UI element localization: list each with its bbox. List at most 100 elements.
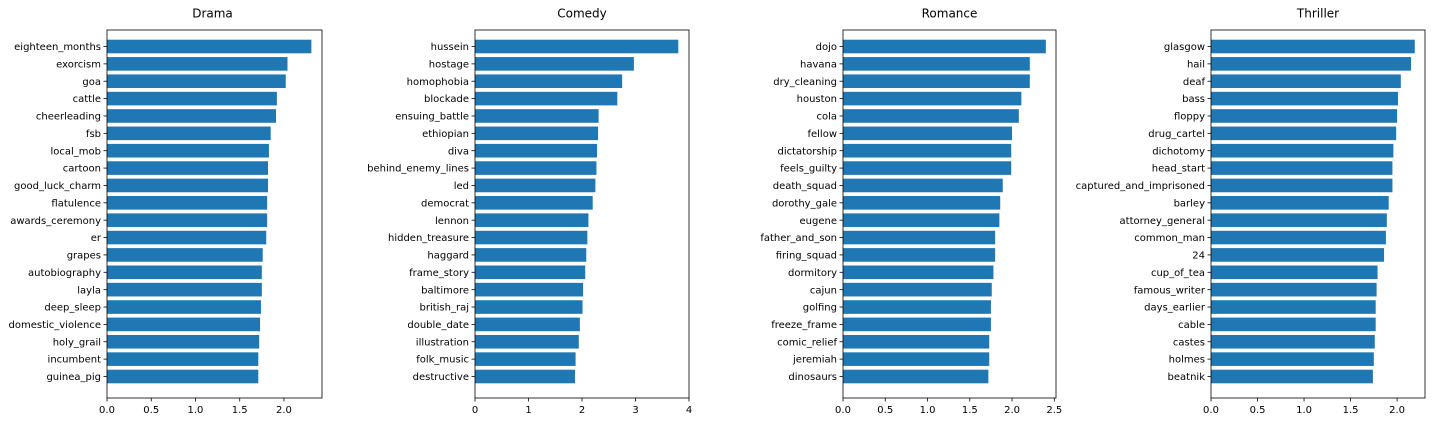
category-label: dojo [816,42,837,53]
category-label: attorney_general [1120,216,1205,227]
bar [475,39,679,54]
bar [1211,143,1394,158]
category-label: freeze_frame [771,320,837,331]
bar [475,126,599,141]
x-tick-label: 4 [686,405,692,416]
bar [475,334,579,349]
bar [475,213,589,227]
bar [475,143,597,158]
bar [107,369,259,384]
bar [107,334,260,349]
axes-frame [842,29,1057,399]
category-label: beatnik [1168,372,1206,383]
category-label: dictatorship [778,146,838,157]
category-label: destructive [413,372,469,383]
bar [475,109,599,123]
bar [1211,265,1378,280]
x-tick-label: 0.0 [1203,405,1219,416]
x-tick-label: 0 [472,405,478,416]
bar [843,265,994,280]
bar [475,248,587,262]
bar [1211,74,1401,89]
bar [107,230,267,245]
bar [843,369,989,384]
category-label: castes [1173,337,1205,348]
category-label: er [91,233,102,244]
category-label: british_raj [419,303,469,314]
x-tick-label: 1 [525,405,531,416]
category-label: comic_relief [777,337,837,348]
category-label: dry_cleaning [773,77,837,88]
bar [475,178,596,193]
category-label: eighteen_months [14,42,101,53]
bar [843,109,1019,123]
bar [843,178,1003,193]
category-label: dorothy_gale [772,198,837,209]
bar [1211,91,1399,106]
category-label: jeremiah [792,355,837,366]
panel-title: Comedy [557,7,607,21]
bar [843,352,990,366]
bar [107,300,261,314]
category-label: grapes [67,251,101,262]
bar [843,248,996,262]
category-label: father_and_son [760,233,837,244]
bar [475,300,583,314]
category-label: death_squad [773,181,837,192]
bar [1211,196,1389,210]
bar [843,161,1012,175]
bar [1211,126,1397,141]
bar [107,248,263,262]
bar [843,57,1030,71]
x-tick-label: 0.0 [835,405,851,416]
category-label: cola [816,112,837,123]
bar [107,196,268,210]
bar [475,265,586,280]
category-label: goa [82,77,101,88]
category-label: cartoon [63,164,101,175]
category-label: eugene [800,216,837,227]
category-label: local_mob [50,146,101,157]
category-label: ensuing_battle [395,112,469,123]
category-label: behind_enemy_lines [367,164,469,175]
bar [1211,161,1393,175]
x-tick-label: 1.0 [1296,405,1312,416]
category-label: hostage [429,59,469,70]
category-label: 24 [1192,251,1205,262]
x-tick-label: 2 [579,405,585,416]
category-label: exorcism [56,59,101,70]
panel-title: Thriller [1296,7,1339,21]
category-label: good_luck_charm [14,181,101,192]
category-label: guinea_pig [46,372,101,383]
bar [475,74,623,89]
bar [1211,230,1386,245]
bar [843,334,990,349]
category-label: deep_sleep [44,303,101,314]
bar [107,126,271,141]
category-label: cattle [73,94,101,105]
category-label: fellow [807,129,837,140]
bar [475,57,634,71]
category-label: drug_cartel [1148,129,1205,140]
bar [107,39,312,54]
category-label: days_earlier [1144,303,1206,314]
bar [1211,282,1377,297]
category-label: ethiopian [422,129,469,140]
category-label: common_man [1134,233,1205,244]
category-label: feels_guilty [780,164,837,175]
category-label: houston [797,94,837,105]
bar [107,57,288,71]
bar [843,230,996,245]
x-tick-label: 1.0 [920,405,936,416]
x-tick-label: 1.0 [188,405,204,416]
bar [1211,334,1375,349]
bar [843,282,992,297]
category-label: haggard [427,251,469,262]
panel-drama: Drama eighteen_months exorcism goa cattle ch… [9,7,323,416]
bar [475,196,593,210]
axes-frame [474,29,690,399]
bar [843,126,1013,141]
x-tick-label: 1.5 [962,405,978,416]
category-label: double_date [407,320,469,331]
